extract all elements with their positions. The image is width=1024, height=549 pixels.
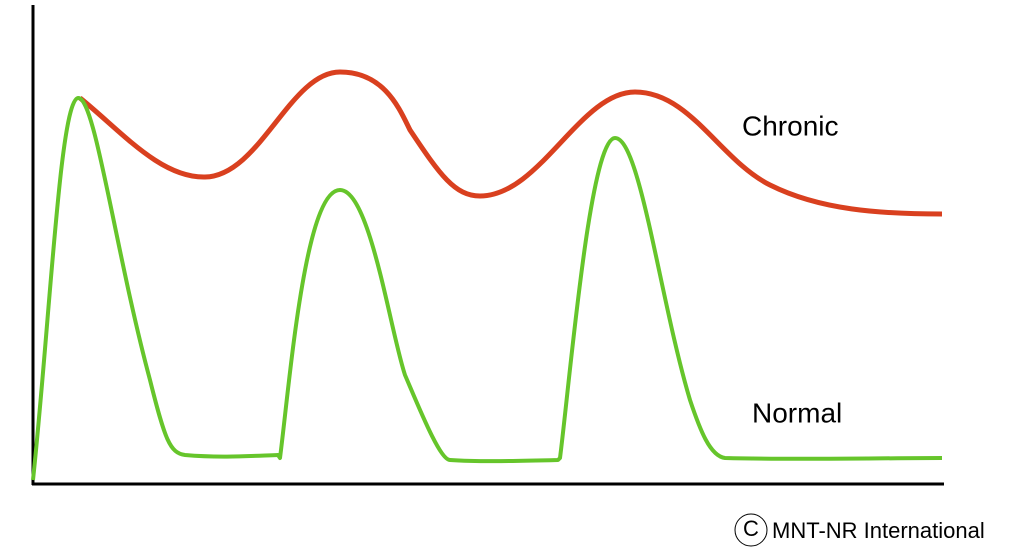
copyright-circle bbox=[734, 513, 768, 547]
copyright-symbol: C bbox=[743, 516, 759, 541]
copyright-text: MNT-NR International bbox=[772, 518, 985, 543]
chronic-curve bbox=[78, 69, 943, 217]
normal-curve bbox=[31, 96, 943, 481]
normal-label: Normal bbox=[752, 397, 842, 428]
chronic-label: Chronic bbox=[742, 110, 838, 141]
